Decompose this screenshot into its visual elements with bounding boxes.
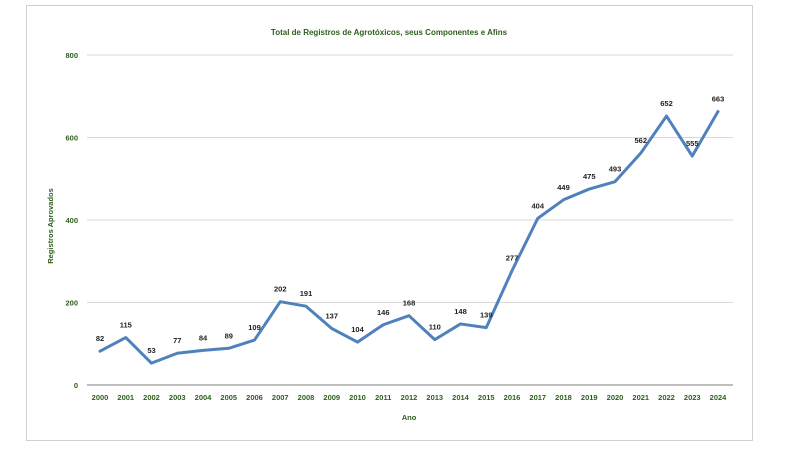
data-label: 475 [583,172,596,181]
y-tick-label: 600 [65,134,78,143]
data-label: 104 [351,325,364,334]
x-tick-label: 2000 [92,393,109,402]
data-label: 168 [403,299,416,308]
data-label: 404 [531,201,544,210]
data-label: 555 [686,139,699,148]
x-tick-label: 2021 [632,393,649,402]
x-tick-label: 2017 [529,393,546,402]
x-tick-label: 2008 [298,393,315,402]
x-tick-label: 2011 [375,393,391,402]
x-tick-label: 2007 [272,393,289,402]
data-label: 82 [96,334,104,343]
gridlines [87,54,733,303]
y-tick-label: 800 [65,51,78,60]
data-label: 148 [454,307,467,316]
x-tick-label: 2006 [246,393,263,402]
chart-frame [26,5,753,441]
x-tick-label: 2022 [658,393,675,402]
x-tick-label: 2001 [117,393,134,402]
x-tick-label: 2009 [323,393,340,402]
data-label: 652 [660,99,673,108]
x-tick-label: 2015 [478,393,495,402]
x-tick-label: 2004 [195,393,213,402]
x-tick-label: 2024 [710,393,728,402]
data-label: 77 [173,336,181,345]
x-tick-label: 2005 [220,393,237,402]
y-tick-label: 400 [65,216,78,225]
x-tick-label: 2020 [607,393,624,402]
x-tick-label: 2012 [401,393,418,402]
data-label: 109 [248,323,261,332]
data-label: 493 [609,165,622,174]
data-label: 84 [199,333,208,342]
data-label: 562 [634,136,647,145]
y-tick-label: 200 [65,299,78,308]
data-label: 146 [377,308,390,317]
data-label: 89 [225,331,233,340]
data-label: 53 [147,346,155,355]
data-labels: 82 115 53 77 84 89 109 202 191 137 104 146 168 110 148… [96,95,724,356]
data-label: 110 [429,323,441,332]
x-tick-label: 2013 [426,393,443,402]
x-tick-label: 2003 [169,393,186,402]
x-axis-ticks: 2000 2001 2002 2003 2004 2005 2006 2007 2008 2009… [92,393,728,402]
data-label: 449 [557,183,570,192]
data-label: 191 [300,289,313,298]
x-tick-label: 2010 [349,393,366,402]
chart-title: Total de Registros de Agrotóxicos, seus … [271,28,508,37]
x-tick-label: 2016 [504,393,521,402]
x-tick-label: 2014 [452,393,470,402]
data-label: 202 [274,285,287,294]
y-axis-ticks: 0 200 400 600 800 [65,51,78,390]
data-label: 137 [325,311,338,320]
x-tick-label: 2002 [143,393,160,402]
series-line [98,110,720,365]
data-label: 277 [506,254,519,263]
data-label: 663 [712,95,725,104]
x-tick-label: 2023 [684,393,701,402]
data-label: 115 [120,321,132,330]
data-label: 139 [480,311,493,320]
x-axis-label: Ano [402,413,417,422]
y-axis-label: Registros Aprovados [46,188,55,264]
x-tick-label: 2019 [581,393,598,402]
y-tick-label: 0 [74,381,78,390]
x-tick-label: 2018 [555,393,572,402]
